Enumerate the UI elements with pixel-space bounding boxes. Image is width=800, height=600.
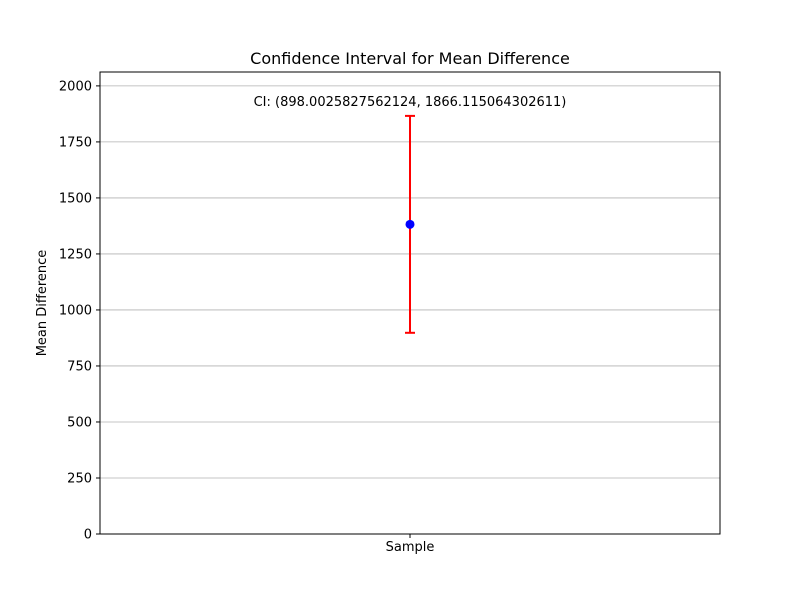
y-tick-label-0: 0 xyxy=(84,528,92,543)
y-tick-label-750: 750 xyxy=(67,359,92,374)
y-tick-label-250: 250 xyxy=(67,471,92,486)
ci-annotation: CI: (898.0025827562124, 1866.11506430261… xyxy=(254,95,567,110)
data-points xyxy=(405,219,415,229)
chart-title: Confidence Interval for Mean Difference xyxy=(250,49,570,68)
x-axis-ticks: Sample xyxy=(386,534,435,555)
x-tick-label-sample: Sample xyxy=(386,540,435,555)
y-tick-label-1750: 1750 xyxy=(59,135,92,150)
y-axis-ticks: 0 250 500 750 1000 1250 1500 1750 2000 xyxy=(59,79,100,543)
y-tick-label-500: 500 xyxy=(67,415,92,430)
y-tick-label-1500: 1500 xyxy=(59,191,92,206)
mean-point xyxy=(405,219,415,229)
y-tick-label-1000: 1000 xyxy=(59,303,92,318)
y-tick-label-1250: 1250 xyxy=(59,247,92,262)
y-axis-title: Mean Difference xyxy=(35,250,50,357)
plot-area-frame xyxy=(99,71,721,535)
y-tick-label-2000: 2000 xyxy=(59,79,92,94)
